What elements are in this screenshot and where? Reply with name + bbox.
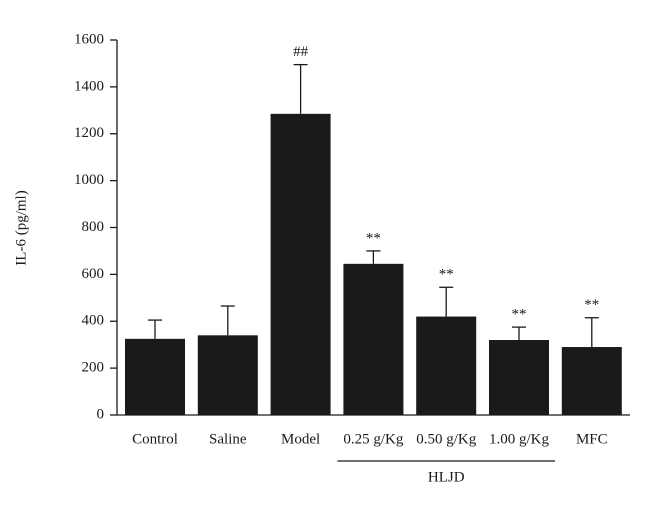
bar bbox=[489, 340, 549, 415]
significance-mark: ** bbox=[512, 307, 527, 323]
bar bbox=[270, 113, 331, 415]
x-tick-label: Control bbox=[132, 431, 178, 447]
group-label: HLJD bbox=[428, 469, 465, 485]
error-bar bbox=[439, 286, 454, 317]
x-tick-label: Saline bbox=[209, 431, 247, 447]
error-bar bbox=[293, 63, 308, 114]
error-bar bbox=[366, 250, 381, 264]
y-tick-label: 0 bbox=[97, 406, 105, 422]
bar bbox=[416, 316, 477, 415]
x-tick-label: 0.50 g/Kg bbox=[416, 431, 477, 447]
error-bar bbox=[148, 319, 162, 339]
error-bar bbox=[220, 305, 235, 336]
bar bbox=[343, 263, 404, 415]
y-tick-label: 200 bbox=[82, 360, 105, 376]
significance-mark: ** bbox=[584, 297, 599, 313]
bar bbox=[561, 347, 622, 415]
y-tick-label: 1600 bbox=[74, 31, 104, 47]
significance-mark: ** bbox=[439, 267, 454, 283]
bar bbox=[197, 335, 258, 415]
y-tick-label: 600 bbox=[82, 266, 105, 282]
bar bbox=[125, 338, 185, 415]
error-bar bbox=[512, 326, 526, 340]
x-tick-label: 0.25 g/Kg bbox=[343, 431, 404, 447]
y-axis-label: IL-6 (pg/ml) bbox=[13, 190, 29, 265]
x-tick-label: MFC bbox=[576, 431, 608, 447]
significance-mark: ** bbox=[366, 230, 381, 246]
error-bar bbox=[584, 317, 599, 348]
y-tick-label: 800 bbox=[82, 219, 105, 235]
significance-mark: ## bbox=[293, 44, 309, 60]
y-tick-label: 1200 bbox=[74, 125, 104, 141]
y-tick-label: 400 bbox=[82, 313, 105, 329]
x-tick-label: Model bbox=[281, 431, 320, 447]
x-tick-label: 1.00 g/Kg bbox=[489, 431, 550, 447]
y-tick-label: 1400 bbox=[74, 78, 104, 94]
y-tick-label: 1000 bbox=[74, 172, 104, 188]
